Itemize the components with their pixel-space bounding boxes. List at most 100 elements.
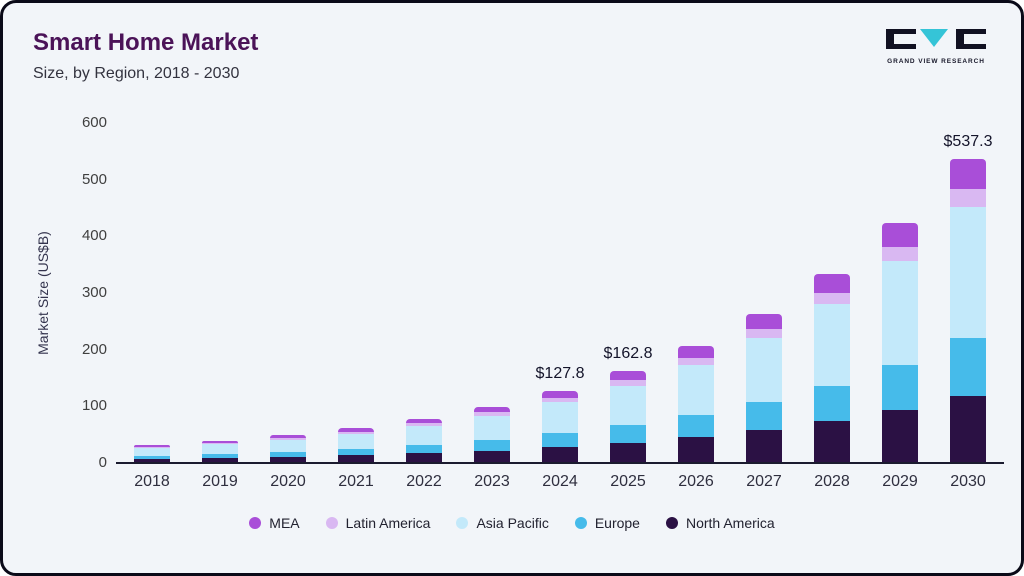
bar-segment-north-america	[406, 453, 442, 463]
bar-segment-mea	[406, 418, 442, 424]
bar-segment-asia-pacific	[610, 385, 646, 426]
bar-segment-europe	[610, 425, 646, 443]
bar-segment-north-america	[270, 456, 306, 463]
x-tick-label-2024: 2024	[542, 473, 578, 490]
bar-segment-asia-pacific	[134, 447, 170, 456]
bar-2030	[950, 158, 986, 463]
bar-segment-latin-america	[270, 438, 306, 440]
bar-segment-europe	[950, 338, 986, 397]
bar-2029	[882, 222, 918, 463]
x-tick-label-2030: 2030	[950, 473, 986, 490]
legend-item-asia-pacific: Asia Pacific	[456, 515, 549, 531]
y-tick-label: 0	[98, 454, 107, 471]
bar-segment-latin-america	[202, 442, 238, 445]
value-annotation-2030: $537.3	[943, 132, 993, 150]
x-tick-label-2026: 2026	[678, 473, 714, 490]
bar-segment-north-america	[338, 455, 374, 463]
legend-item-north-america: North America	[665, 515, 775, 531]
bar-2018	[134, 444, 170, 463]
bar-segment-europe	[474, 439, 510, 451]
legend-label: North America	[685, 515, 775, 531]
bar-segment-latin-america	[814, 292, 850, 305]
bar-segment-asia-pacific	[814, 304, 850, 386]
bar-segment-mea	[610, 370, 646, 381]
gvr-logo-mark	[886, 29, 986, 49]
legend-label: Europe	[594, 515, 640, 531]
bar-segment-mea	[950, 158, 986, 190]
bar-segment-mea	[542, 390, 578, 398]
bar-segment-asia-pacific	[202, 444, 238, 454]
bar-2026	[678, 345, 714, 463]
bar-segment-asia-pacific	[270, 439, 306, 452]
bar-segment-north-america	[134, 459, 170, 463]
x-tick-label-2028: 2028	[814, 473, 850, 490]
bar-2019	[202, 440, 238, 463]
bar-segment-latin-america	[746, 329, 782, 339]
x-axis-line	[116, 462, 1004, 464]
bar-segment-europe	[814, 385, 850, 422]
bar-segment-europe	[882, 364, 918, 411]
bar-segment-europe	[406, 444, 442, 454]
bar-segment-north-america	[610, 442, 646, 463]
bar-2027	[746, 314, 782, 463]
bar-segment-latin-america	[678, 357, 714, 365]
bar-segment-north-america	[814, 421, 850, 463]
bar-segment-north-america	[950, 396, 986, 463]
bar-2020	[270, 435, 306, 463]
x-tick-label-2027: 2027	[746, 473, 782, 490]
y-tick-label: 300	[81, 284, 107, 301]
bar-segment-latin-america	[474, 412, 510, 416]
bar-segment-north-america	[678, 437, 714, 463]
bar-segment-europe	[678, 414, 714, 438]
legend-item-mea: MEA	[249, 515, 300, 531]
bar-segment-mea	[814, 274, 850, 293]
bar-segment-mea	[678, 345, 714, 358]
x-tick-label-2025: 2025	[610, 473, 646, 490]
bar-segment-north-america	[882, 410, 918, 463]
value-annotation-2024: $127.8	[535, 364, 585, 382]
plot-area: $127.8 $162.8 $537.3	[118, 123, 1002, 463]
bar-segment-mea	[134, 444, 170, 447]
bar-segment-mea	[202, 440, 238, 443]
x-axis-labels: 2018 2019 2020 2021 2022 2023 2024 2025 2026 2027…	[118, 473, 1002, 497]
bar-segment-latin-america	[338, 431, 374, 435]
y-tick-label: 100	[81, 397, 107, 415]
bar-segment-latin-america	[542, 397, 578, 403]
bar-2024	[542, 390, 578, 463]
legend-item-latin-america: Latin America	[325, 515, 431, 531]
legend-label: Latin America	[345, 515, 431, 531]
bar-segment-europe	[338, 448, 374, 456]
bar-segment-north-america	[746, 430, 782, 463]
logo-text: GRAND VIEW RESEARCH	[887, 58, 985, 65]
bar-segment-asia-pacific	[950, 207, 986, 339]
x-tick-label-2021: 2021	[338, 473, 374, 490]
grand-view-research-logo: GRAND VIEW RESEARCH	[881, 27, 991, 65]
bar-2023	[474, 406, 510, 463]
bar-segment-north-america	[202, 458, 238, 463]
y-tick-label: 400	[81, 227, 107, 245]
bar-segment-asia-pacific	[406, 425, 442, 445]
bar-segment-mea	[746, 314, 782, 330]
bar-segment-mea	[270, 435, 306, 439]
bar-segment-latin-america	[950, 189, 986, 208]
y-tick-label: 200	[81, 340, 107, 358]
legend-dot	[665, 517, 678, 529]
bar-2021	[338, 428, 374, 463]
bar-segment-asia-pacific	[474, 415, 510, 440]
legend-item-europe: Europe	[574, 515, 640, 531]
bar-segment-asia-pacific	[882, 261, 918, 365]
legend-label: Asia Pacific	[476, 515, 549, 531]
bar-segment-europe	[202, 453, 238, 459]
bar-segment-latin-america	[882, 247, 918, 262]
legend-dot	[325, 517, 338, 529]
bar-segment-asia-pacific	[678, 364, 714, 415]
bar-segment-asia-pacific	[746, 338, 782, 402]
bar-segment-europe	[746, 401, 782, 431]
bar-segment-europe	[270, 451, 306, 457]
y-tick-label: 500	[81, 170, 107, 188]
bar-segment-asia-pacific	[542, 402, 578, 434]
bar-2025	[610, 370, 646, 463]
bar-segment-north-america	[542, 447, 578, 463]
bar-segment-latin-america	[406, 423, 442, 426]
